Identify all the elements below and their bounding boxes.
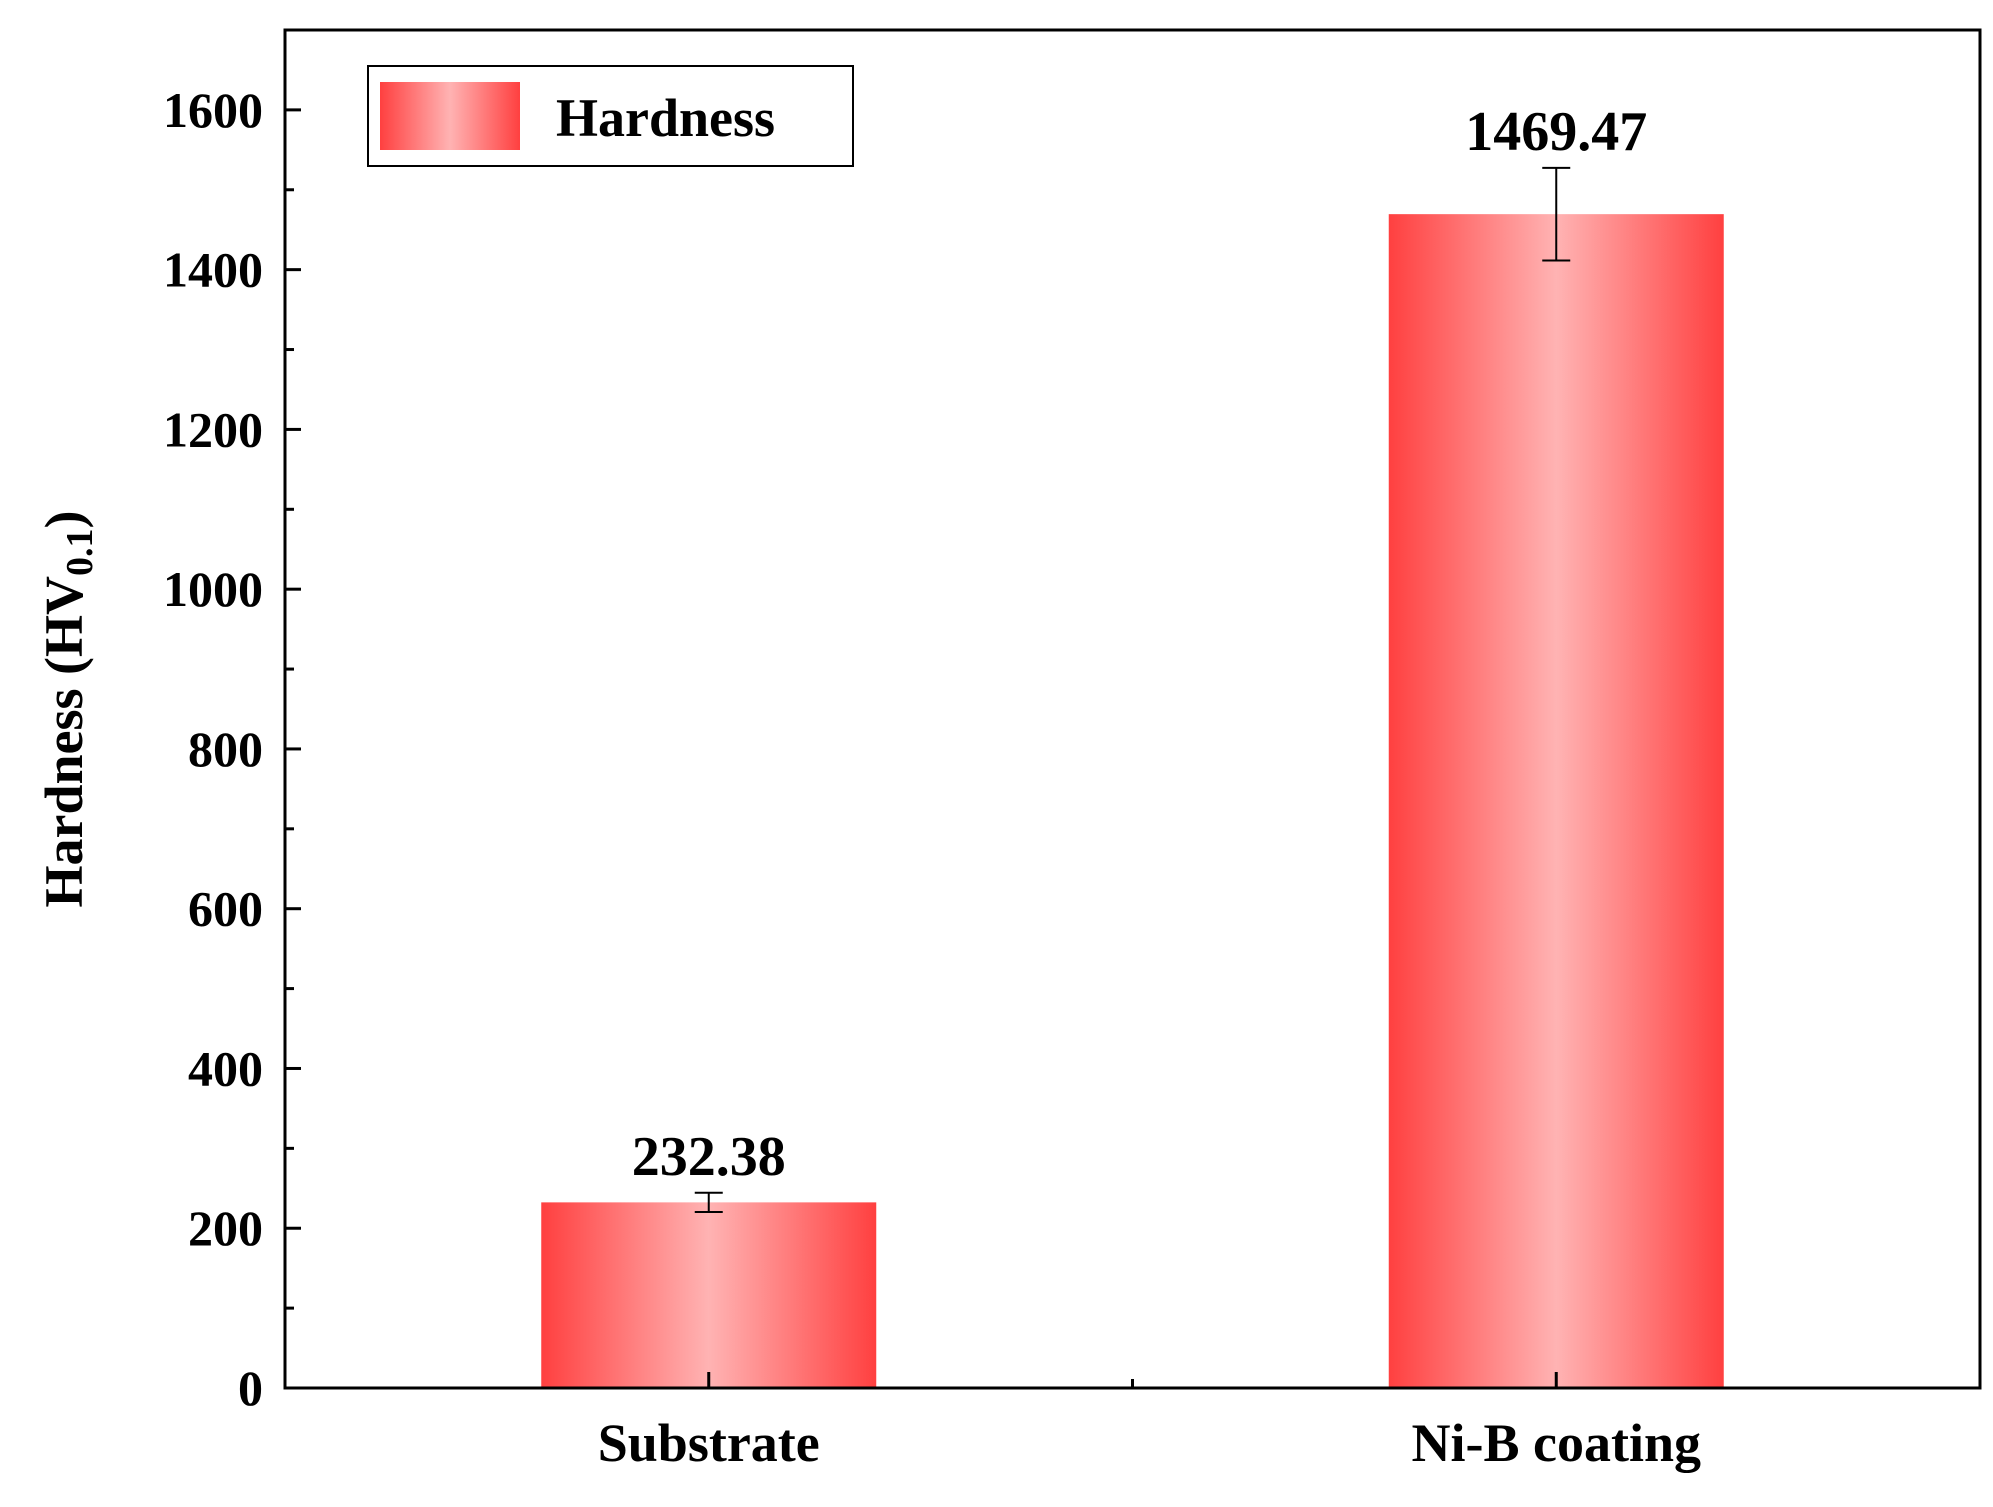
data-labels-layer: 232.38 1469.47 <box>632 101 1648 1188</box>
y-tick-label-3: 600 <box>188 881 263 937</box>
y-tick-label-7: 1400 <box>163 242 263 298</box>
data-label-0: 232.38 <box>632 1126 786 1188</box>
bars-layer <box>541 214 1724 1388</box>
data-label-1: 1469.47 <box>1465 101 1647 163</box>
y-tick-label-6: 1200 <box>163 401 263 457</box>
y-axis-title-main: Hardness (HV <box>34 576 94 908</box>
error-bar-1 <box>1542 166 1571 262</box>
x-tick-label-1: Ni-B coating <box>1412 1413 1702 1473</box>
error-bar-0 <box>694 1191 723 1213</box>
plot-frame <box>283 28 1982 1390</box>
legend: Hardness <box>367 65 854 167</box>
bar-0 <box>541 1202 877 1388</box>
x-tick-label-0: Substrate <box>598 1413 820 1473</box>
legend-swatch <box>380 82 520 150</box>
y-tick-label-2: 400 <box>188 1040 263 1096</box>
y-tick-label-5: 1000 <box>163 561 263 617</box>
y-tick-label-1: 200 <box>188 1200 263 1256</box>
error-bars-layer <box>694 166 1571 1213</box>
y-tick-label-0: 0 <box>238 1360 263 1416</box>
y-axis-title: Hardness (HV0.1) <box>34 511 101 908</box>
y-tick-label-4: 800 <box>188 721 263 777</box>
x-axis: Substrate Ni-B coating <box>598 1372 1701 1473</box>
bar-1 <box>1388 214 1724 1388</box>
y-axis: 0 200 400 600 800 1000 1200 1400 1600 <box>163 28 301 1416</box>
legend-label: Hardness <box>556 88 775 148</box>
y-tick-label-8: 1600 <box>163 82 263 138</box>
y-axis-title-subscript: 0.1 <box>59 528 101 576</box>
y-axis-title-close: ) <box>34 511 94 529</box>
